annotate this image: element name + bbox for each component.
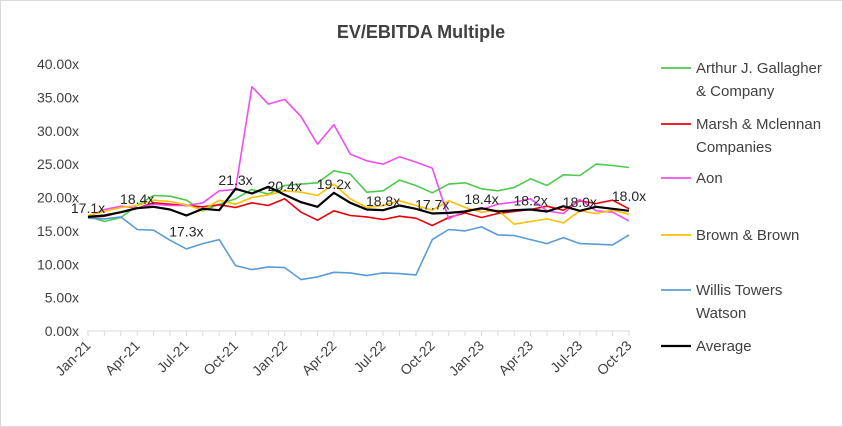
x-tick-label: Apr-23 (495, 337, 536, 378)
data-label: 21.3x (218, 172, 252, 188)
series-lines (87, 85, 630, 281)
x-tick-label: Jul-21 (154, 337, 192, 375)
data-label: 18.4x (120, 191, 154, 207)
data-label: 18.2x (514, 193, 548, 209)
series-line-brown-brown (87, 183, 630, 225)
x-tick-label: Jul-22 (350, 337, 388, 375)
x-tick-label: Jan-23 (445, 337, 487, 379)
x-tick-label: Jan-22 (249, 337, 291, 379)
data-label: 19.2x (317, 176, 351, 192)
y-tick-label: 5.00x (45, 290, 79, 306)
legend-label: & Company (696, 83, 775, 100)
legend-label: Marsh & Mclennan (696, 116, 821, 133)
y-tick-label: 0.00x (45, 323, 79, 339)
legend: Arthur J. Gallagher & Company Marsh & Mcle… (661, 60, 822, 355)
legend-label: Willis Towers (696, 282, 782, 299)
data-label: 18.8x (366, 193, 400, 209)
x-axis: Jan-21 Apr-21 Jul-21 Oct-21 Jan-22 Apr-22 Jul-… (52, 330, 635, 379)
data-label: 18.0x (612, 188, 646, 204)
legend-label: Aon (696, 170, 723, 187)
series-line-average (87, 185, 630, 218)
y-tick-label: 35.00x (37, 89, 79, 105)
x-tick-label: Apr-21 (102, 337, 143, 378)
y-tick-label: 15.00x (37, 223, 79, 239)
legend-label: Watson (696, 305, 746, 322)
x-tick-label: Oct-23 (594, 337, 635, 378)
series-line-aon (87, 85, 630, 222)
x-tick-label: Jul-23 (547, 337, 585, 375)
data-label: 17.3x (169, 224, 203, 240)
x-tick-label: Jan-21 (52, 337, 94, 379)
y-tick-label: 30.00x (37, 123, 79, 139)
data-label: 18.4x (464, 191, 498, 207)
x-tick-label: Apr-22 (298, 337, 339, 378)
legend-label: Average (696, 338, 752, 355)
data-label: 17.1x (71, 200, 105, 216)
x-tick-label: Oct-21 (200, 337, 241, 378)
data-labels: 17.1x 18.4x 17.3x 21.3x 20.4x 19.2x 18.8x 17.7x… (71, 172, 646, 240)
legend-label: Companies (696, 139, 772, 156)
legend-label: Arthur J. Gallagher (696, 60, 822, 77)
y-tick-label: 10.00x (37, 256, 79, 272)
y-tick-label: 20.00x (37, 190, 79, 206)
data-label: 20.4x (268, 178, 302, 194)
x-tick-label: Oct-22 (397, 337, 438, 378)
y-tick-label: 25.00x (37, 156, 79, 172)
y-tick-label: 40.00x (37, 56, 79, 72)
legend-label: Brown & Brown (696, 227, 799, 244)
series-line-willis-towers-watson (87, 216, 630, 281)
data-label: 18.0x (563, 194, 597, 210)
data-label: 17.7x (415, 197, 449, 213)
chart-title: EV/EBITDA Multiple (337, 22, 505, 42)
y-axis: 0.00x 5.00x 10.00x 15.00x 20.00x 25.00x 30.00x… (37, 56, 79, 339)
series-line-arthur-j-gallagher-company (87, 163, 630, 223)
